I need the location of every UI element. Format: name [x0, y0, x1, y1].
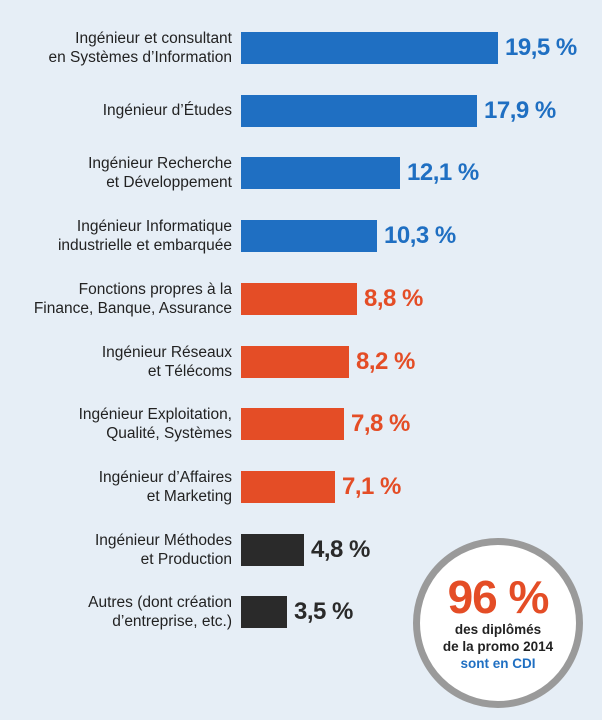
category-label-line: Fonctions propres à la: [78, 280, 232, 298]
category-label-line: Finance, Banque, Assurance: [33, 299, 232, 317]
category-label: Ingénieur Exploitation, Qualité, Systèmes: [79, 405, 232, 443]
value-label: 8,2 %: [356, 347, 415, 375]
category-label: Ingénieur Réseaux et Télécoms: [102, 343, 232, 381]
category-label: Ingénieur Méthodes et Production: [95, 531, 232, 569]
category-label-line: Ingénieur Réseaux: [101, 343, 232, 361]
value-label: 4,8 %: [311, 535, 370, 563]
category-label-line: et Production: [140, 550, 232, 568]
category-label: Ingénieur d’Affaires et Marketing: [99, 468, 232, 506]
value-label: 8,8 %: [364, 284, 423, 312]
value-label: 10,3 %: [384, 222, 456, 250]
bar: [241, 345, 349, 378]
category-label-line: Ingénieur Exploitation,: [78, 406, 232, 424]
bar: [241, 220, 377, 253]
category-label: Ingénieur et consultant en Systèmes d’Inf…: [48, 29, 232, 67]
category-label: Ingénieur d’Études: [103, 101, 232, 120]
category-label-line: Ingénieur Informatique: [76, 218, 232, 236]
value-label: 7,1 %: [342, 472, 401, 500]
badge-line-2: de la promo 2014: [442, 639, 554, 654]
bar: [241, 32, 498, 64]
category-label-line: Ingénieur Recherche: [88, 155, 232, 173]
category-label-line: Ingénieur Méthodes: [94, 531, 232, 549]
category-label-line: Ingénieur et consultant: [75, 30, 232, 47]
category-label-line: industrielle et embarquée: [57, 237, 232, 255]
category-label: Ingénieur Informatique industrielle et em…: [58, 217, 232, 255]
bar: [241, 94, 477, 127]
category-label-line: et Marketing: [146, 487, 232, 505]
cdi-badge: 96 % des diplômés de la promo 2014 sont …: [413, 538, 583, 708]
bar: [241, 596, 287, 629]
category-label-line: et Télécoms: [147, 362, 232, 380]
value-label: 7,8 %: [351, 410, 410, 438]
bar: [241, 157, 400, 190]
bar: [241, 282, 357, 315]
badge-number: 96 %: [447, 571, 550, 623]
category-label-line: Qualité, Systèmes: [106, 425, 232, 443]
category-label-line: Ingénieur d’Affaires: [98, 468, 232, 486]
bar: [241, 470, 335, 503]
badge-line-3: sont en CDI: [460, 656, 536, 671]
category-label: Ingénieur Recherche et Développement: [88, 154, 232, 192]
category-label-line: Autres (dont création: [88, 594, 232, 612]
bar: [241, 533, 304, 566]
category-label-line: et Développement: [106, 174, 232, 192]
bar: [241, 408, 344, 441]
value-label: 12,1 %: [407, 159, 479, 187]
value-label: 19,5 %: [505, 34, 577, 61]
category-label: Autres (dont création d’entreprise, etc.): [88, 593, 232, 631]
category-label-line: en Systèmes d’Information: [48, 49, 232, 66]
category-label-line: d’entreprise, etc.): [112, 613, 232, 631]
value-label: 17,9 %: [484, 96, 556, 124]
category-label-line: Ingénieur d’Études: [102, 102, 232, 120]
value-label: 3,5 %: [294, 598, 353, 626]
category-label: Fonctions propres à la Finance, Banque, A…: [34, 280, 232, 318]
badge-line-1: des diplômés: [454, 622, 542, 637]
